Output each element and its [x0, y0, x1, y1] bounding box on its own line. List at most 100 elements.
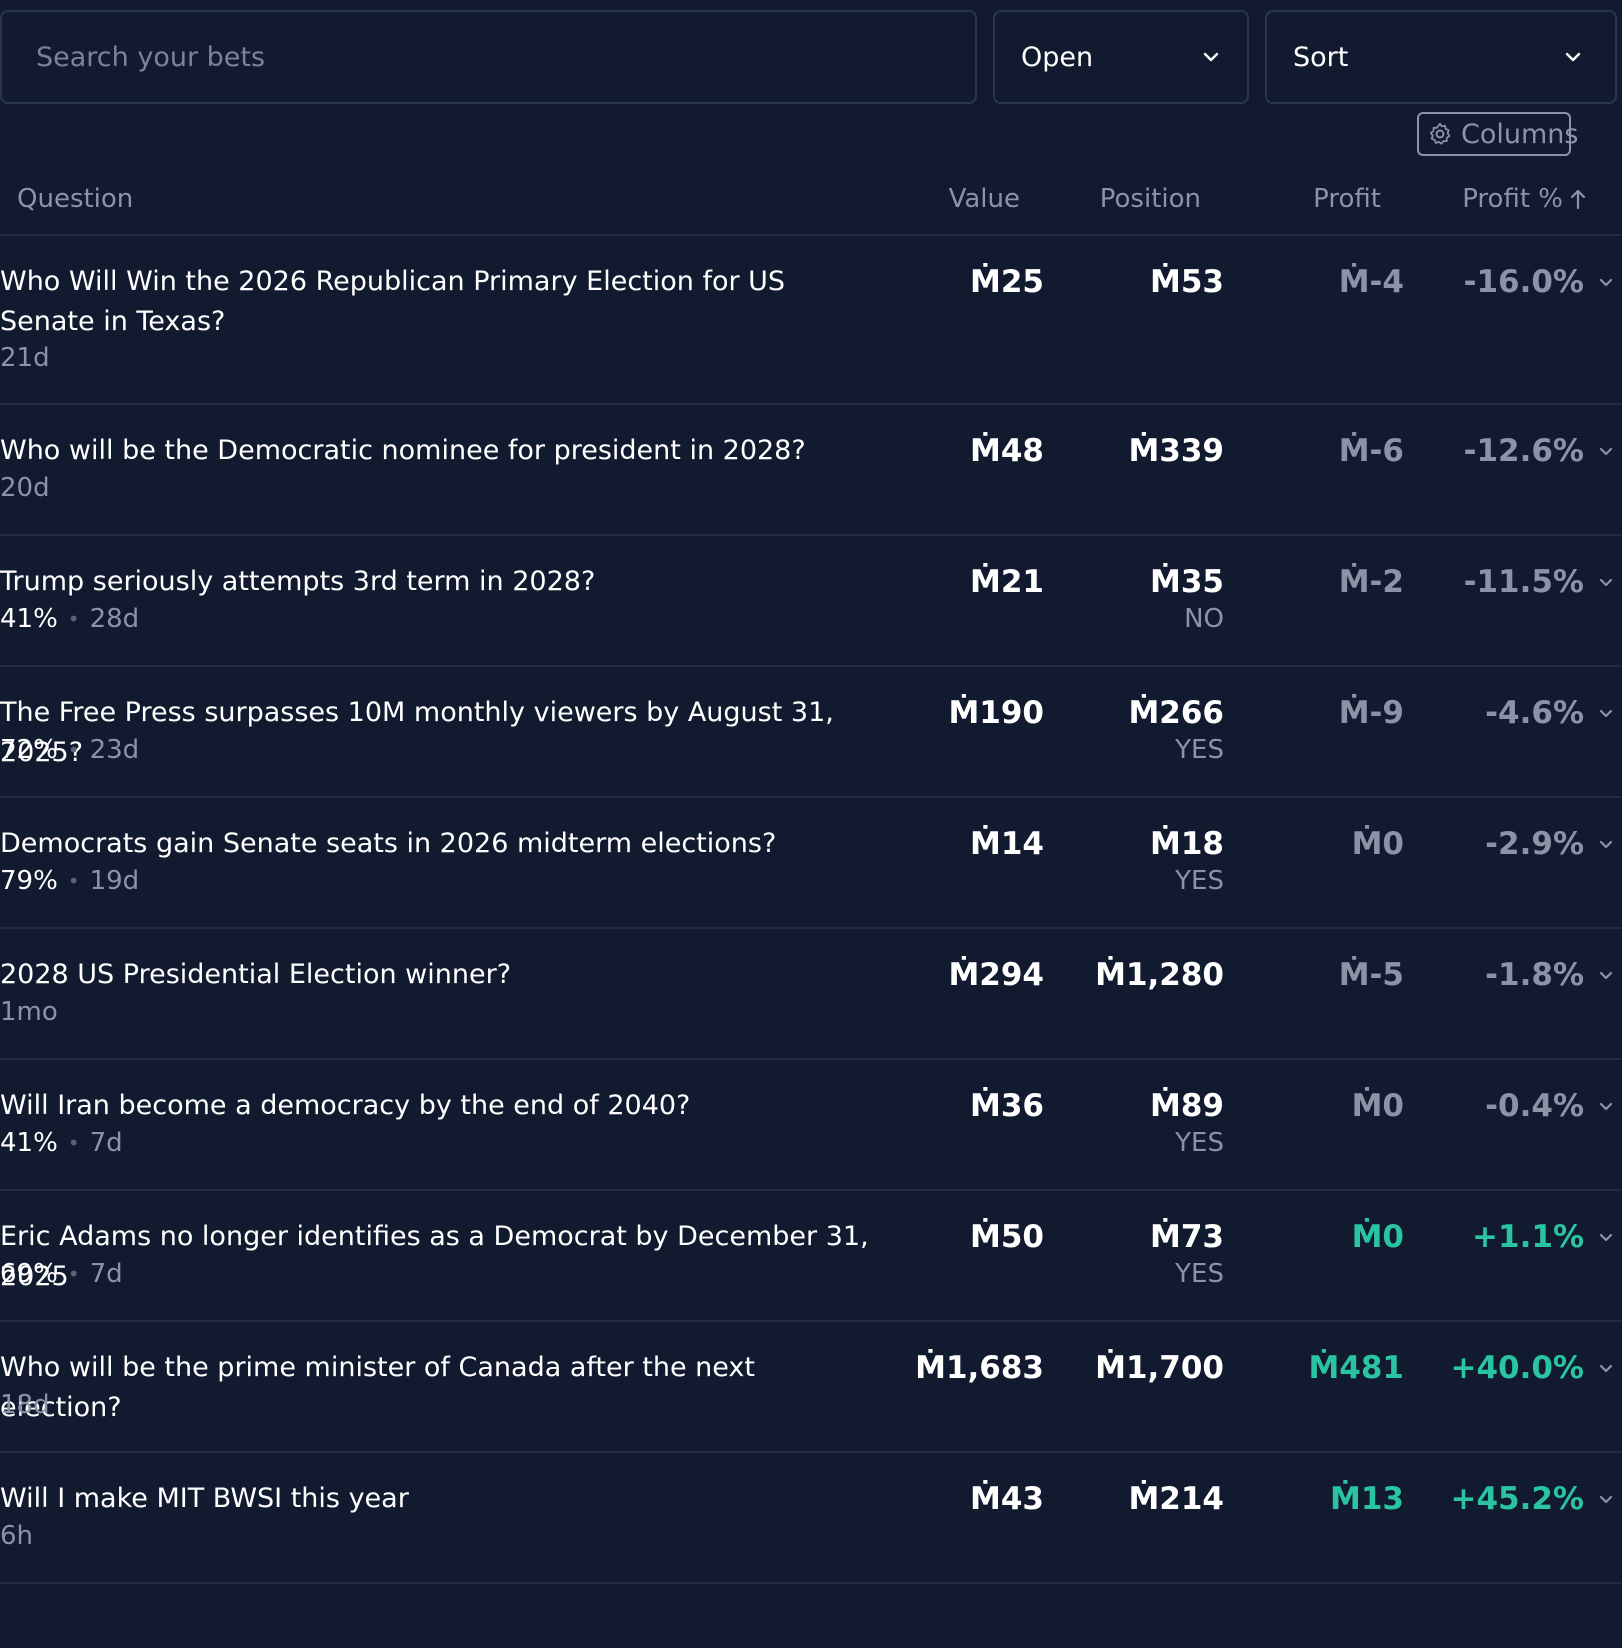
position-cell: Ṁ53: [1150, 264, 1224, 300]
sort-select[interactable]: Sort: [1265, 10, 1617, 104]
chevron-down-icon[interactable]: [1596, 572, 1616, 592]
chevron-down-icon[interactable]: [1596, 1227, 1616, 1247]
toolbar: Open Sort: [0, 10, 1622, 106]
separator-dot: •: [67, 869, 80, 893]
position-cell: Ṁ266: [1128, 695, 1224, 731]
table-row[interactable]: Who will be the Democratic nominee for p…: [0, 405, 1622, 536]
profit-cell: Ṁ0: [1351, 1219, 1404, 1255]
profit-cell: Ṁ-9: [1338, 695, 1404, 731]
arrow-up-icon: [1569, 188, 1587, 210]
time-ago: 6h: [0, 1521, 34, 1551]
position-cell: Ṁ18: [1150, 826, 1224, 862]
header-value[interactable]: Value: [948, 184, 1020, 214]
question-meta: 79% • 19d: [0, 866, 139, 896]
sort-value: Sort: [1293, 41, 1349, 73]
question-title[interactable]: Eric Adams no longer identifies as a Dem…: [0, 1221, 869, 1292]
gear-icon: [1427, 121, 1453, 147]
profit-cell: Ṁ0: [1351, 1088, 1404, 1124]
table-row[interactable]: Will I make MIT BWSI this year 6h Ṁ43 Ṁ214 Ṁ…: [0, 1453, 1622, 1584]
value-cell: Ṁ21: [970, 564, 1044, 600]
header-profit-pct[interactable]: Profit %: [1462, 184, 1587, 214]
time-ago: 21d: [0, 343, 50, 373]
position-cell: Ṁ339: [1128, 433, 1224, 469]
position-cell: Ṁ1,700: [1095, 1350, 1224, 1386]
profit-pct-cell: +1.1%: [1472, 1219, 1584, 1255]
separator-dot: •: [67, 1131, 80, 1155]
header-position[interactable]: Position: [1099, 184, 1201, 214]
profit-cell: Ṁ-6: [1338, 433, 1404, 469]
question-meta: 21d: [0, 343, 50, 373]
table-row[interactable]: Who Will Win the 2026 Republican Primary…: [0, 236, 1622, 405]
chevron-down-icon[interactable]: [1596, 272, 1616, 292]
value-cell: Ṁ50: [970, 1219, 1044, 1255]
question-title[interactable]: Who will be the prime minister of Canada…: [0, 1352, 755, 1423]
table-row[interactable]: Will Iran become a democracy by the end …: [0, 1060, 1622, 1191]
chevron-down-icon[interactable]: [1596, 703, 1616, 723]
table-row[interactable]: Trump seriously attempts 3rd term in 202…: [0, 536, 1622, 667]
value-cell: Ṁ14: [970, 826, 1044, 862]
market-probability: 69%: [0, 1259, 58, 1289]
question-meta: 41% • 28d: [0, 604, 139, 634]
value-cell: Ṁ294: [948, 957, 1044, 993]
question-title[interactable]: Who Will Win the 2026 Republican Primary…: [0, 266, 786, 337]
chevron-down-icon[interactable]: [1596, 1489, 1616, 1509]
profit-pct-cell: -11.5%: [1463, 564, 1584, 600]
position-cell: Ṁ1,280: [1095, 957, 1224, 993]
profit-pct-cell: +45.2%: [1450, 1481, 1584, 1517]
question-title[interactable]: Democrats gain Senate seats in 2026 midt…: [0, 828, 777, 859]
time-ago: 28d: [89, 604, 140, 634]
value-cell: Ṁ48: [970, 433, 1044, 469]
header-profit[interactable]: Profit: [1313, 184, 1381, 214]
profit-cell: Ṁ-5: [1338, 957, 1404, 993]
profit-pct-cell: +40.0%: [1450, 1350, 1584, 1386]
chevron-down-icon[interactable]: [1596, 1096, 1616, 1116]
market-probability: 41%: [0, 604, 58, 634]
table-row[interactable]: Democrats gain Senate seats in 2026 midt…: [0, 798, 1622, 929]
table-row[interactable]: Who will be the prime minister of Canada…: [0, 1322, 1622, 1453]
chevron-down-icon: [1201, 47, 1221, 67]
columns-button[interactable]: Columns: [1417, 112, 1578, 156]
position-cell: Ṁ89: [1150, 1088, 1224, 1124]
question-title[interactable]: Who will be the Democratic nominee for p…: [0, 435, 806, 466]
table-row[interactable]: Eric Adams no longer identifies as a Dem…: [0, 1191, 1622, 1322]
separator-dot: •: [67, 607, 80, 631]
question-title[interactable]: Will I make MIT BWSI this year: [0, 1483, 409, 1514]
position-cell: Ṁ73: [1150, 1219, 1224, 1255]
search-input[interactable]: [2, 12, 975, 102]
profit-pct-cell: -1.8%: [1485, 957, 1584, 993]
chevron-down-icon[interactable]: [1596, 834, 1616, 854]
market-probability: 41%: [0, 1128, 58, 1158]
position-outcome: YES: [1175, 735, 1224, 765]
question-meta: 72% • 23d: [0, 735, 139, 765]
question-title[interactable]: Will Iran become a democracy by the end …: [0, 1090, 691, 1121]
question-title[interactable]: 2028 US Presidential Election winner?: [0, 959, 512, 990]
question-meta: 18d: [0, 1390, 50, 1420]
status-filter-select[interactable]: Open: [993, 10, 1249, 104]
chevron-down-icon: [1563, 47, 1583, 67]
question-meta: 20d: [0, 473, 50, 503]
position-outcome: YES: [1175, 1259, 1224, 1289]
table-row[interactable]: The Free Press surpasses 10M monthly vie…: [0, 667, 1622, 798]
header-profit-pct-label: Profit %: [1462, 184, 1563, 214]
profit-pct-cell: -16.0%: [1463, 264, 1584, 300]
question-title[interactable]: Trump seriously attempts 3rd term in 202…: [0, 566, 596, 597]
profit-cell: Ṁ-2: [1338, 564, 1404, 600]
question-title[interactable]: The Free Press surpasses 10M monthly vie…: [0, 697, 834, 768]
chevron-down-icon[interactable]: [1596, 965, 1616, 985]
header-question[interactable]: Question: [17, 184, 134, 214]
time-ago: 7d: [89, 1259, 123, 1289]
time-ago: 23d: [89, 735, 140, 765]
question-meta: 6h: [0, 1521, 33, 1551]
position-cell: Ṁ214: [1128, 1481, 1224, 1517]
table-header: Question Value Position Profit Profit %: [0, 170, 1622, 236]
search-box[interactable]: [0, 10, 977, 104]
table-row[interactable]: 2028 US Presidential Election winner? 1mo…: [0, 929, 1622, 1060]
position-outcome: YES: [1175, 1128, 1224, 1158]
chevron-down-icon[interactable]: [1596, 1358, 1616, 1378]
chevron-down-icon[interactable]: [1596, 441, 1616, 461]
profit-pct-cell: -4.6%: [1485, 695, 1584, 731]
separator-dot: •: [67, 738, 80, 762]
value-cell: Ṁ25: [970, 264, 1044, 300]
value-cell: Ṁ43: [970, 1481, 1044, 1517]
time-ago: 18d: [0, 1390, 50, 1420]
